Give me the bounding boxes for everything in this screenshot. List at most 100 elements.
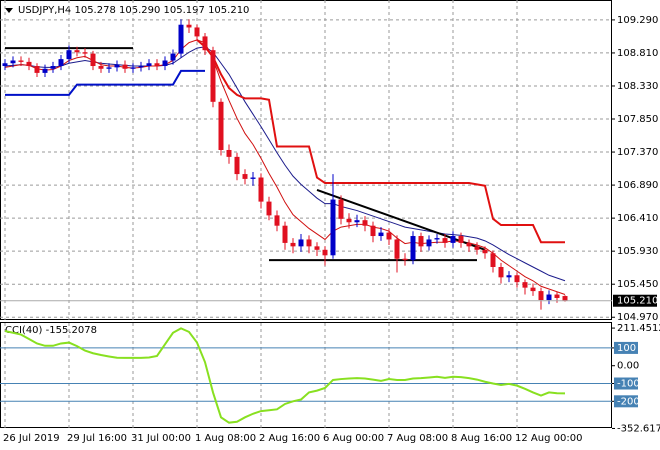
candle-body bbox=[490, 253, 496, 267]
level-label-box bbox=[614, 377, 638, 390]
candle-body bbox=[450, 236, 456, 243]
x-tick-label: 1 Aug 08:00 bbox=[195, 433, 256, 444]
candle-body bbox=[146, 63, 152, 67]
candle-body bbox=[402, 258, 408, 261]
candle-body bbox=[482, 249, 488, 254]
chart-title: USDJPY,H4 105.278 105.290 105.197 105.21… bbox=[18, 5, 249, 16]
candle-body bbox=[426, 239, 432, 247]
candle-body bbox=[210, 50, 216, 102]
candle-body bbox=[306, 239, 312, 247]
main-panel bbox=[0, 0, 612, 320]
candle-body bbox=[362, 220, 368, 226]
trendline bbox=[316, 188, 486, 251]
candle-body bbox=[370, 225, 376, 237]
candle-body bbox=[218, 101, 224, 150]
y-tick-label: 105.930 bbox=[617, 246, 658, 257]
candle-body bbox=[90, 53, 96, 67]
y-tick-label: 105.450 bbox=[617, 279, 658, 290]
menu-icon bbox=[5, 8, 13, 13]
candle-body bbox=[66, 50, 72, 60]
candle-body bbox=[162, 60, 168, 67]
candle-body bbox=[522, 282, 528, 288]
y-tick-label: -200 bbox=[617, 396, 640, 407]
candle-body bbox=[282, 225, 288, 243]
candle-body bbox=[170, 53, 176, 61]
x-tick-label: 2 Aug 16:00 bbox=[259, 433, 320, 444]
y-tick-label: 211.4512 bbox=[617, 323, 660, 334]
candle-body bbox=[82, 52, 88, 54]
x-tick-label: 29 Jul 16:00 bbox=[67, 433, 127, 444]
candle-body bbox=[330, 199, 336, 256]
candle-body bbox=[322, 249, 328, 256]
candle-body bbox=[50, 66, 56, 69]
last-price-box bbox=[613, 294, 657, 307]
y-tick-label: 108.810 bbox=[617, 48, 658, 59]
candle-body bbox=[34, 66, 40, 73]
candle-body bbox=[130, 67, 136, 69]
level-label-box bbox=[614, 341, 638, 354]
x-tick-label: 7 Aug 08:00 bbox=[387, 433, 448, 444]
candle-body bbox=[10, 60, 16, 64]
candle-body bbox=[354, 220, 360, 223]
candle-body bbox=[258, 177, 264, 202]
candle-body bbox=[538, 291, 544, 301]
cci-line bbox=[4, 327, 566, 424]
y-tick-label: 108.330 bbox=[617, 81, 658, 92]
candle-body bbox=[298, 239, 304, 247]
candle-body bbox=[138, 66, 144, 68]
candle-body bbox=[498, 267, 504, 278]
y-tick-label: 100 bbox=[617, 343, 636, 354]
candle-body bbox=[562, 296, 568, 301]
x-tick-label: 6 Aug 00:00 bbox=[323, 433, 384, 444]
candle-body bbox=[346, 218, 352, 223]
x-tick-label: 8 Aug 16:00 bbox=[451, 433, 512, 444]
candle-body bbox=[554, 294, 560, 298]
candle-body bbox=[434, 238, 440, 240]
level-label-box bbox=[614, 395, 638, 408]
candle-body bbox=[378, 232, 384, 237]
candle-body bbox=[410, 236, 416, 261]
candle-body bbox=[338, 199, 344, 219]
y-tick-label: 0.00 bbox=[617, 361, 639, 372]
candle-body bbox=[530, 287, 536, 292]
candle-body bbox=[418, 236, 424, 247]
candle-body bbox=[226, 149, 232, 157]
candle-body bbox=[178, 24, 184, 54]
candle-body bbox=[442, 238, 448, 243]
indicator-line bbox=[5, 69, 205, 96]
candle-body bbox=[514, 275, 520, 283]
candle-body bbox=[506, 275, 512, 278]
candle-body bbox=[234, 156, 240, 175]
cci-title: CCI(40) -155.2078 bbox=[5, 325, 97, 336]
candle-body bbox=[474, 246, 480, 250]
candle-body bbox=[154, 63, 160, 67]
candle-body bbox=[2, 63, 8, 67]
indicator-line bbox=[4, 39, 566, 296]
candle-body bbox=[314, 246, 320, 250]
candle-body bbox=[274, 215, 280, 226]
candle-body bbox=[266, 201, 272, 216]
candle-body bbox=[42, 68, 48, 73]
candle-body bbox=[466, 242, 472, 247]
candle-body bbox=[290, 242, 296, 247]
candle-body bbox=[74, 50, 80, 53]
y-tick-label: -352.6178 bbox=[617, 423, 660, 434]
x-tick-label: 12 Aug 00:00 bbox=[515, 433, 582, 444]
indicator-line bbox=[196, 39, 565, 244]
candle-body bbox=[458, 236, 464, 243]
candle-body bbox=[386, 232, 392, 240]
candle-body bbox=[26, 61, 32, 67]
candle-body bbox=[186, 24, 192, 28]
y-tick-label: 107.370 bbox=[617, 147, 658, 158]
y-tick-label: 107.850 bbox=[617, 114, 658, 125]
candle-body bbox=[202, 36, 208, 51]
cci-panel bbox=[0, 322, 612, 428]
candle-body bbox=[114, 64, 120, 68]
candle-body bbox=[106, 67, 112, 69]
candle-body bbox=[58, 59, 64, 67]
candle-body bbox=[122, 64, 128, 69]
candle-body bbox=[18, 60, 24, 62]
candle-body bbox=[98, 66, 104, 69]
y-tick-label: 104.970 bbox=[617, 312, 658, 323]
